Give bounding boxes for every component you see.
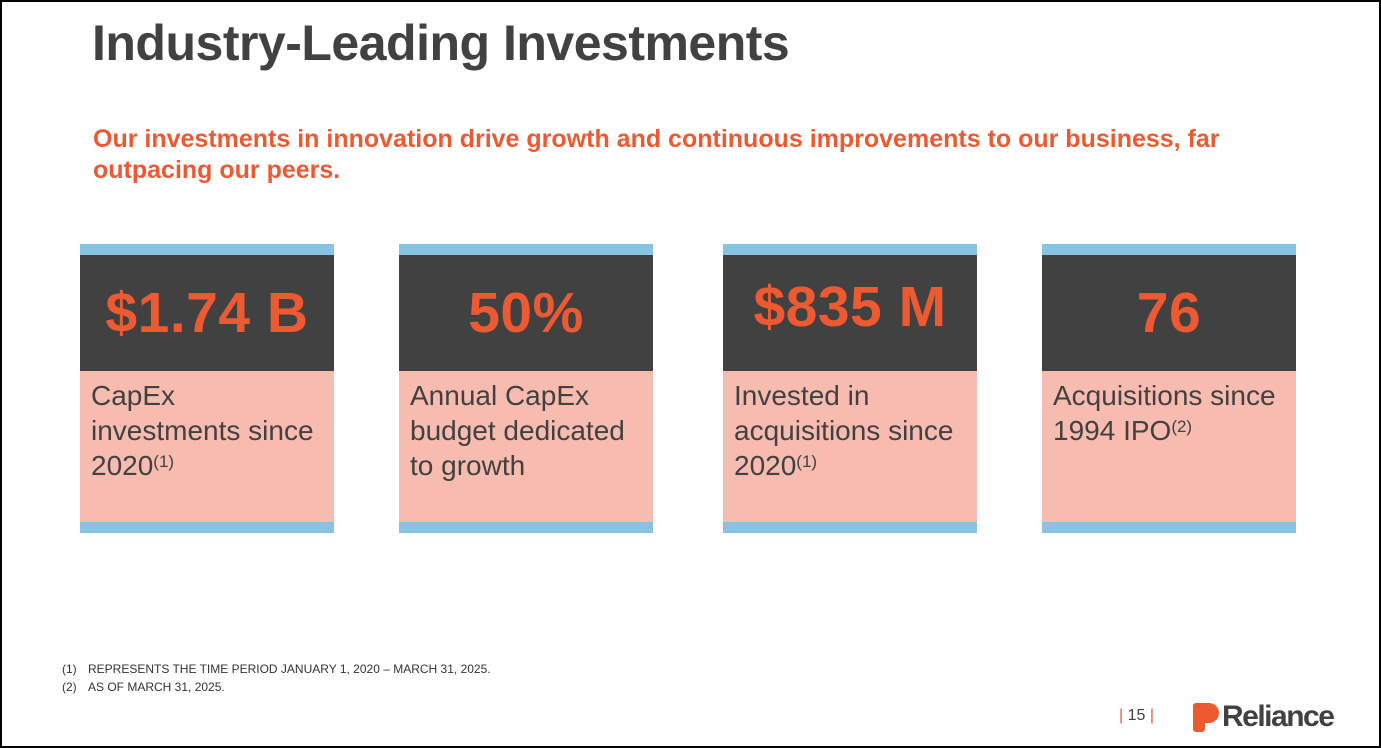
card-top-bar	[399, 244, 653, 255]
footnote-text: AS OF MARCH 31, 2025.	[88, 680, 225, 694]
footnote-ref: (1)	[153, 452, 175, 471]
stat-card-acquisitions-count: 76 Acquisitions since 1994 IPO(2)	[1042, 244, 1296, 533]
footnote-item: (2) AS OF MARCH 31, 2025.	[62, 678, 491, 696]
stat-value: 76	[1136, 281, 1202, 345]
stat-value: $1.74 B	[105, 281, 309, 345]
footnote-item: (1) REPRESENTS THE TIME PERIOD JANUARY 1…	[62, 660, 491, 678]
footnote-ref: (2)	[1171, 417, 1193, 436]
footnote-ref: (1)	[796, 452, 818, 471]
stat-description: Annual CapEx budget dedicated to growth	[410, 378, 646, 483]
card-top-bar	[1042, 244, 1296, 255]
card-bottom-bar	[723, 522, 977, 533]
stat-box: $1.74 B	[80, 255, 334, 371]
stat-description: CapEx investments since 2020(1)	[91, 378, 327, 483]
card-bottom-bar	[399, 522, 653, 533]
reliance-logo-icon	[1193, 702, 1219, 732]
stat-description-text: Invested in acquisitions since 2020	[734, 380, 954, 481]
stat-value: $835 M	[753, 275, 947, 339]
stat-card-acquisition-investment: $835 M Invested in acquisitions since 20…	[723, 244, 977, 533]
slide-subtitle: Our investments in innovation drive grow…	[93, 125, 1220, 184]
stat-description: Invested in acquisitions since 2020(1)	[734, 378, 970, 483]
logo-wordmark: Reliance	[1222, 700, 1335, 733]
stat-box: 76	[1042, 255, 1296, 371]
stat-card-growth-budget: 50% Annual CapEx budget dedicated to gro…	[399, 244, 653, 533]
card-bottom-bar	[1042, 522, 1296, 533]
stat-value: 50%	[468, 281, 584, 345]
stat-description-text: Annual CapEx budget dedicated to growth	[410, 380, 625, 481]
stat-box: 50%	[399, 255, 653, 371]
reliance-logo: Reliance	[1193, 700, 1335, 734]
footnote-text: REPRESENTS THE TIME PERIOD JANUARY 1, 20…	[88, 662, 491, 676]
card-top-bar	[723, 244, 977, 255]
stat-description-text: CapEx investments since 2020	[91, 380, 314, 481]
footnote-number: (2)	[62, 680, 77, 694]
stat-card-capex: $1.74 B CapEx investments since 2020(1)	[80, 244, 334, 533]
stat-description-text: Acquisitions since 1994 IPO	[1053, 380, 1276, 446]
card-bottom-bar	[80, 522, 334, 533]
footnote-number: (1)	[62, 662, 77, 676]
page-number: | 15 |	[1119, 707, 1155, 724]
stat-description: Acquisitions since 1994 IPO(2)	[1053, 378, 1289, 448]
slide-title: Industry-Leading Investments	[92, 15, 790, 71]
stat-box: $835 M	[723, 255, 977, 371]
card-top-bar	[80, 244, 334, 255]
footnotes: (1) REPRESENTS THE TIME PERIOD JANUARY 1…	[62, 660, 491, 696]
page-number-value: 15	[1127, 707, 1146, 724]
